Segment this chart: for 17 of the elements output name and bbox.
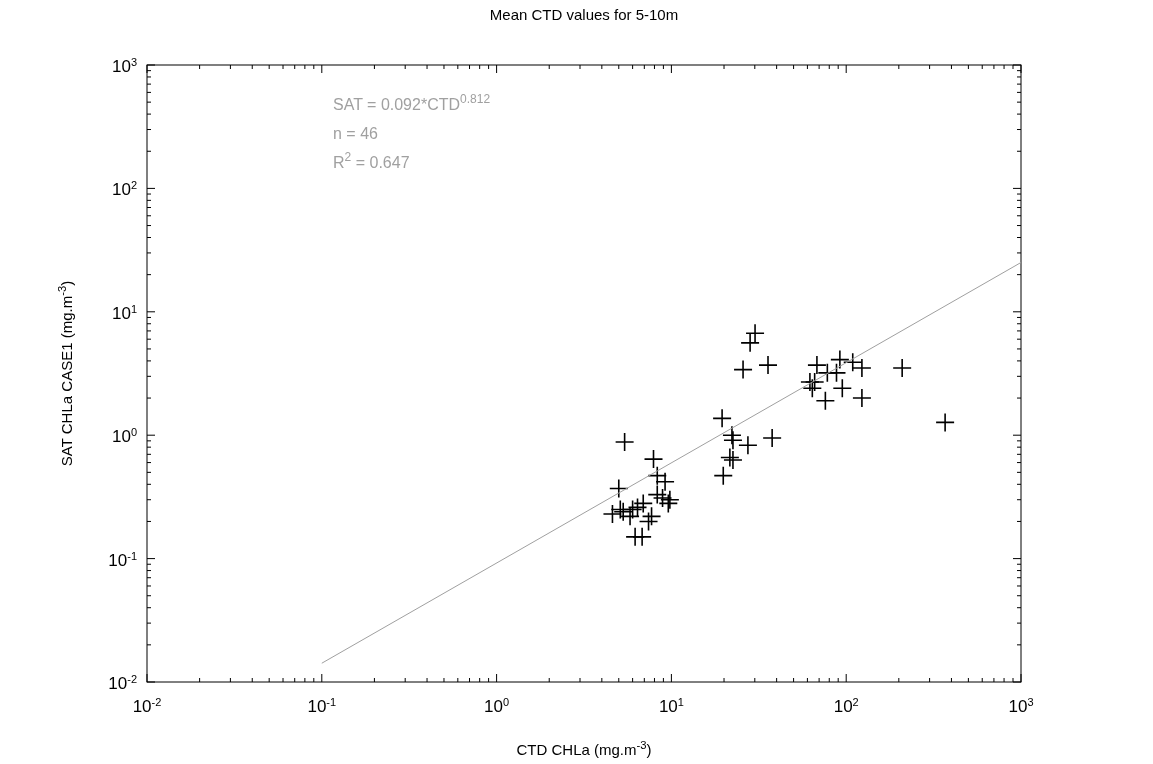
chart-title: Mean CTD values for 5-10m bbox=[489, 6, 679, 23]
annotation: SAT = 0.092*CTD$^{0.812}$ bbox=[333, 92, 491, 113]
x-tick-label: 10$^{0}$ bbox=[484, 696, 510, 716]
x-tick-label: 10$^{3}$ bbox=[1008, 696, 1034, 716]
x-axis-title: CTD CHLa (mg.m$^{-3}$) bbox=[516, 739, 652, 758]
y-tick-label: 10$^{-1}$ bbox=[108, 549, 137, 570]
annotation: n = 46 bbox=[333, 125, 379, 142]
y-tick-label: 10$^{0}$ bbox=[111, 426, 137, 447]
x-tick-label: 10$^{1}$ bbox=[658, 696, 684, 716]
x-tick-label: 10$^{-2}$ bbox=[132, 696, 162, 716]
y-tick-label: 10$^{-2}$ bbox=[108, 673, 137, 693]
x-tick-label: 10$^{-1}$ bbox=[307, 696, 337, 716]
annotation: R$^{2}$ = 0.647 bbox=[333, 150, 410, 171]
y-tick-label: 10$^{2}$ bbox=[111, 179, 137, 200]
y-tick-label: 10$^{1}$ bbox=[111, 302, 137, 323]
y-tick-label: 10$^{3}$ bbox=[111, 56, 137, 76]
x-tick-label: 10$^{2}$ bbox=[833, 696, 859, 716]
